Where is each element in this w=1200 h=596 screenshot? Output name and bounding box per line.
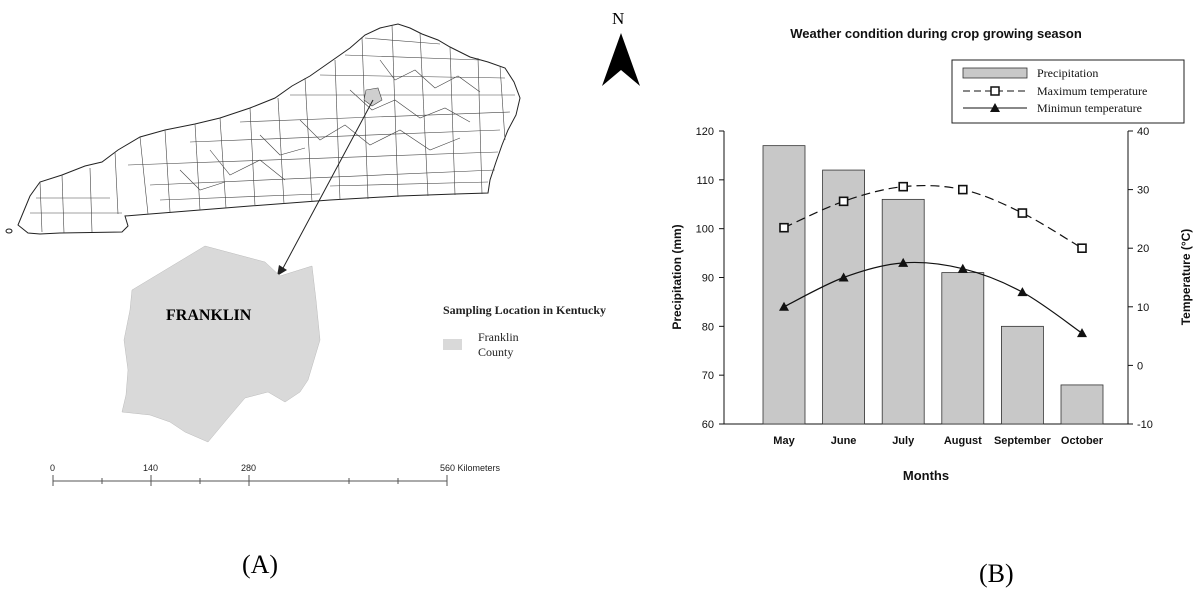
legend-marker-max bbox=[990, 86, 1000, 96]
north-arrow: N bbox=[602, 9, 640, 86]
chart-title: Weather condition during crop growing se… bbox=[790, 26, 1082, 41]
right-axis-ticks: -10 0 10 20 30 40 bbox=[1128, 126, 1153, 431]
panel-b-caption: (B) bbox=[979, 559, 1014, 588]
precipitation-bar bbox=[1001, 325, 1044, 425]
kentucky-outline bbox=[17, 23, 521, 235]
county-boundaries bbox=[30, 24, 515, 234]
scale-label-0: 0 bbox=[50, 463, 55, 473]
map-legend-swatch bbox=[443, 339, 462, 350]
map-legend-title: Sampling Location in Kentucky bbox=[443, 303, 606, 317]
scale-label-560: 560 Kilometers bbox=[440, 463, 501, 473]
north-label: N bbox=[612, 9, 624, 28]
y-axis-title: Precipitation (mm) bbox=[670, 224, 684, 329]
y-tick-label: 90 bbox=[702, 273, 714, 285]
max-temperature-point bbox=[898, 181, 909, 192]
max-temperature-point bbox=[838, 196, 849, 207]
franklin-county-marker bbox=[363, 87, 383, 107]
min-temperature-point bbox=[779, 301, 789, 311]
x-axis-ticks: May June July August September October bbox=[773, 435, 1104, 447]
y-tick-label: 120 bbox=[696, 126, 714, 138]
y2-tick-label: 40 bbox=[1137, 126, 1149, 138]
precipitation-bar bbox=[762, 145, 806, 425]
legend-label-precipitation: Precipitation bbox=[1037, 66, 1098, 80]
kentucky-map: FRANKLIN bbox=[5, 23, 521, 443]
precipitation-bar bbox=[881, 198, 925, 425]
y-tick-label: 110 bbox=[696, 175, 714, 187]
x-tick-label: September bbox=[994, 435, 1052, 447]
x-tick-label: July bbox=[892, 435, 915, 447]
y2-tick-label: 30 bbox=[1137, 185, 1149, 197]
y-tick-label: 80 bbox=[702, 321, 714, 333]
y-tick-label: 60 bbox=[702, 419, 714, 431]
weather-chart: Weather condition during crop growing se… bbox=[670, 26, 1193, 483]
map-legend-item-line2: County bbox=[478, 345, 513, 359]
map-legend: Sampling Location in Kentucky Franklin C… bbox=[443, 303, 606, 359]
precipitation-bars bbox=[762, 145, 1104, 425]
franklin-county-shape bbox=[121, 245, 321, 443]
max-temperature-point bbox=[957, 184, 968, 195]
x-tick-label: August bbox=[944, 435, 982, 447]
legend-marker-min bbox=[990, 103, 1000, 112]
chart-legend: Precipitation Maximum temperature Minimu… bbox=[951, 59, 1185, 124]
panel-a-caption: (A) bbox=[242, 550, 278, 579]
y-tick-label: 70 bbox=[702, 370, 714, 382]
scale-bar: 0 140 280 560 Kilometers bbox=[50, 463, 501, 486]
min-temperature-point bbox=[838, 272, 849, 282]
legend-swatch-precipitation bbox=[962, 67, 1028, 79]
x-tick-label: May bbox=[773, 435, 795, 447]
y2-tick-label: -10 bbox=[1137, 419, 1153, 431]
y2-tick-label: 20 bbox=[1137, 243, 1149, 255]
legend-label-max: Maximum temperature bbox=[1037, 84, 1147, 98]
max-temperature-point bbox=[779, 222, 789, 233]
scale-label-140: 140 bbox=[143, 463, 158, 473]
y-tick-label: 100 bbox=[696, 224, 714, 236]
x-tick-label: October bbox=[1061, 435, 1104, 447]
min-temperature-point bbox=[898, 257, 909, 267]
precipitation-bar bbox=[822, 169, 865, 425]
min-temperature-line bbox=[783, 261, 1083, 334]
legend-label-min: Minimun temperature bbox=[1037, 101, 1142, 115]
max-temperature-point bbox=[1077, 243, 1087, 253]
scale-label-280: 280 bbox=[241, 463, 256, 473]
temperature-lines bbox=[779, 181, 1087, 338]
county-label: FRANKLIN bbox=[166, 307, 252, 324]
precipitation-bar bbox=[941, 272, 985, 425]
locator-arrow-head bbox=[277, 265, 287, 276]
precipitation-bar bbox=[1060, 384, 1104, 425]
north-arrow-icon bbox=[602, 33, 640, 86]
min-temperature-point bbox=[1017, 287, 1028, 297]
max-temperature-line bbox=[783, 184, 1083, 249]
y2-tick-label: 10 bbox=[1137, 302, 1149, 314]
y2-tick-label: 0 bbox=[1137, 360, 1143, 372]
kentucky-bend bbox=[5, 228, 13, 234]
min-temperature-point bbox=[1077, 328, 1087, 338]
x-tick-label: June bbox=[831, 435, 857, 447]
map-legend-item-line1: Franklin bbox=[478, 330, 519, 344]
left-axis-ticks: 60 70 80 90 100 110 120 bbox=[696, 126, 724, 431]
min-temperature-point bbox=[957, 263, 968, 273]
locator-arrow-line bbox=[281, 99, 374, 271]
y2-axis-title: Temperature (°C) bbox=[1179, 229, 1193, 326]
x-axis-title: Months bbox=[903, 468, 949, 483]
max-temperature-point bbox=[1017, 208, 1028, 218]
